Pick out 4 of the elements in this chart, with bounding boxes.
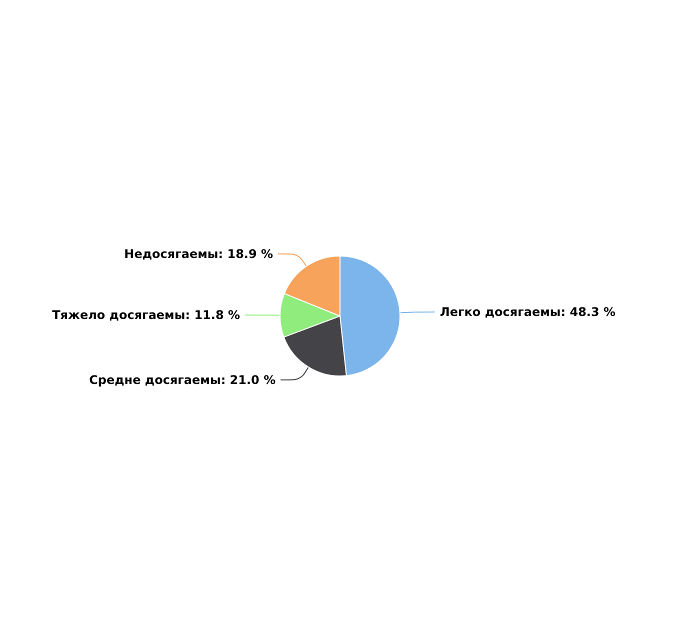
slice-label: Тяжело досягаемы: 11.8 % [52,308,240,322]
slice-label: Средне досягаемы: 21.0 % [89,372,276,387]
slice-label: Легко досягаемы: 48.3 % [440,304,616,319]
slice-label: Недосягаемы: 18.9 % [124,246,274,261]
